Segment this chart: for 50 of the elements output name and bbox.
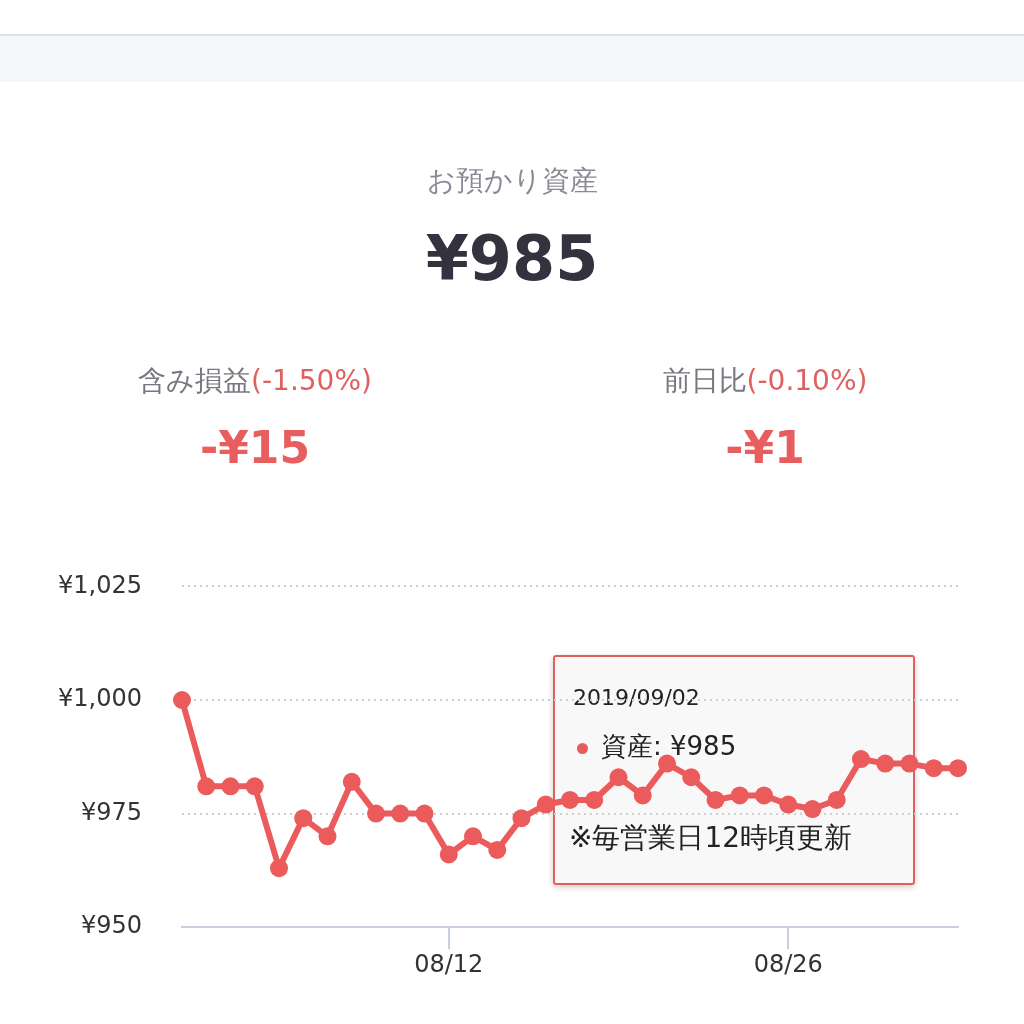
point <box>342 772 361 791</box>
point <box>876 754 895 773</box>
point <box>221 777 240 796</box>
point <box>779 795 798 814</box>
point <box>536 795 555 814</box>
y-tick-label: ¥1,025 <box>58 570 142 599</box>
point <box>197 777 216 796</box>
point <box>488 840 507 859</box>
x-tick-label: 08/12 <box>414 949 484 978</box>
point <box>512 809 531 828</box>
point <box>803 800 822 819</box>
annotation: 2019/09/02 <box>573 685 700 710</box>
point <box>682 768 701 787</box>
point <box>270 859 288 878</box>
point <box>464 827 482 846</box>
y-tick-label: ¥975 <box>80 797 142 826</box>
point <box>294 809 313 828</box>
point <box>415 804 434 823</box>
point <box>609 768 628 787</box>
text: (-0.10%) <box>746 364 868 397</box>
chart-title: お預かり資産 <box>425 163 599 199</box>
point <box>173 691 191 709</box>
point <box>730 786 749 805</box>
text: 含み損益 <box>138 364 252 397</box>
point <box>827 790 846 809</box>
point <box>633 786 652 805</box>
point <box>561 790 579 809</box>
point <box>949 759 967 778</box>
text: (-1.50%) <box>251 364 372 397</box>
point <box>658 754 676 773</box>
point <box>706 790 725 809</box>
x-tick-label: 08/26 <box>753 949 823 978</box>
y-tick-label: ¥950 <box>80 911 142 940</box>
text: -¥1 <box>724 422 806 473</box>
point <box>245 777 264 796</box>
point <box>391 804 410 823</box>
point <box>755 786 773 805</box>
chart-subtitle: ¥985 <box>424 222 600 295</box>
point <box>585 790 604 809</box>
point <box>852 750 870 769</box>
point <box>318 827 337 846</box>
y-tick-label: ¥1,000 <box>58 684 142 713</box>
point <box>924 759 943 778</box>
annotation: ※毎営業日12時頃更新 <box>569 820 853 856</box>
text: 前日比 <box>662 364 747 397</box>
annotation: 資産: ¥985 <box>601 730 737 763</box>
point <box>367 804 385 823</box>
text: -¥15 <box>198 422 312 473</box>
point <box>900 754 919 773</box>
point <box>439 845 458 864</box>
